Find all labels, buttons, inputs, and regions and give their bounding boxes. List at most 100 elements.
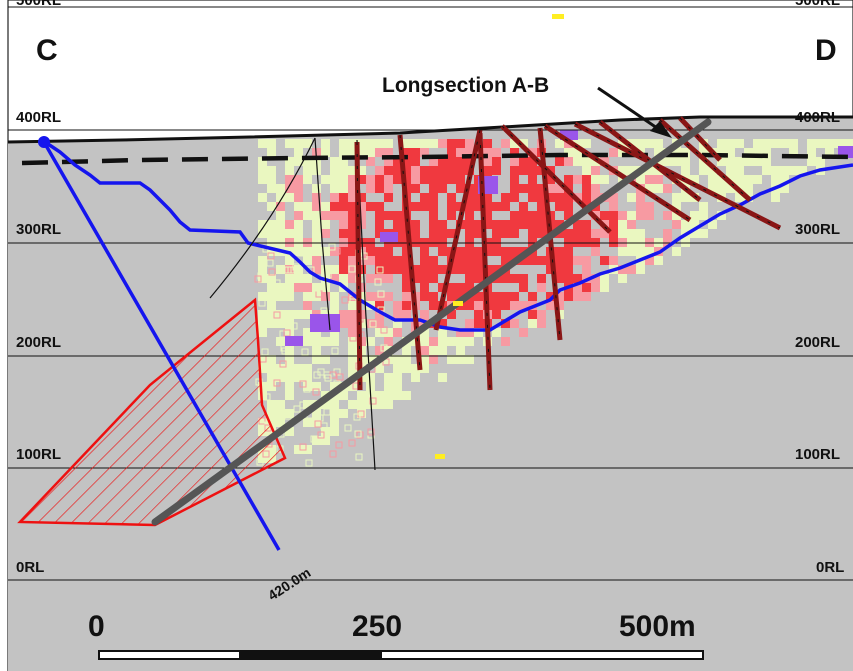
grade-block <box>420 283 429 292</box>
grade-block <box>510 220 519 229</box>
grade-block <box>393 175 402 184</box>
grade-block <box>375 229 384 238</box>
grade-block <box>528 193 537 202</box>
grade-block-outline <box>341 296 349 304</box>
grade-block <box>375 256 384 265</box>
grade-block <box>546 265 555 274</box>
grade-block <box>276 220 285 229</box>
grade-block <box>708 166 717 175</box>
grade-block <box>744 175 753 184</box>
drill-hole-ticks <box>435 129 481 331</box>
grade-block-outline <box>273 379 281 387</box>
grade-block <box>456 355 465 364</box>
grade-block <box>519 157 528 166</box>
grade-block <box>276 418 285 427</box>
grade-block <box>753 139 762 148</box>
grade-block <box>303 274 312 283</box>
grade-block <box>447 292 456 301</box>
grade-block <box>267 319 276 328</box>
grade-block <box>339 274 348 283</box>
grade-block <box>402 139 411 148</box>
grade-block <box>357 265 366 274</box>
grade-block <box>582 193 591 202</box>
grade-block <box>267 166 276 175</box>
grade-block <box>456 166 465 175</box>
grade-block-outline <box>305 459 313 467</box>
grade-block <box>663 211 672 220</box>
grade-block <box>375 166 384 175</box>
grade-block <box>618 229 627 238</box>
grade-block <box>303 256 312 265</box>
grade-block <box>483 166 492 175</box>
grade-block <box>330 274 339 283</box>
grade-block <box>465 229 474 238</box>
grade-block <box>357 202 366 211</box>
grade-block <box>600 211 609 220</box>
grade-block <box>303 328 312 337</box>
grade-block <box>465 319 474 328</box>
grade-block <box>573 283 582 292</box>
grade-block <box>456 265 465 274</box>
grade-block <box>618 175 627 184</box>
grade-block <box>375 400 384 409</box>
grade-block <box>555 265 564 274</box>
grade-block <box>519 211 528 220</box>
grade-block <box>582 184 591 193</box>
grade-block <box>537 319 546 328</box>
grade-block <box>402 283 411 292</box>
grade-block <box>321 337 330 346</box>
grade-block-outline <box>310 435 318 443</box>
grade-block <box>429 220 438 229</box>
grade-block <box>429 202 438 211</box>
grade-block <box>429 256 438 265</box>
grade-block <box>483 220 492 229</box>
longsection-label: Longsection A-B <box>382 74 549 97</box>
grade-block <box>393 211 402 220</box>
grade-block <box>420 202 429 211</box>
rl-label-right: 300RL <box>795 221 840 238</box>
grade-block <box>492 229 501 238</box>
rl-label-left: 100RL <box>16 446 61 463</box>
grade-block <box>717 157 726 166</box>
grade-block <box>573 148 582 157</box>
grade-block <box>420 166 429 175</box>
grade-block <box>564 247 573 256</box>
grade-block <box>276 364 285 373</box>
grade-block-outline <box>273 311 281 319</box>
grade-block <box>618 247 627 256</box>
grade-block-outline <box>344 424 352 432</box>
grade-block <box>717 148 726 157</box>
grade-block <box>276 409 285 418</box>
grade-block-outline <box>380 344 388 352</box>
drill-hole-ticks <box>356 141 361 391</box>
grade-block <box>420 310 429 319</box>
grade-block <box>591 184 600 193</box>
grade-block <box>348 364 357 373</box>
grade-block <box>591 166 600 175</box>
grade-block <box>771 139 780 148</box>
grade-block <box>339 175 348 184</box>
grade-block <box>294 202 303 211</box>
grade-block <box>762 157 771 166</box>
grade-block <box>528 319 537 328</box>
grade-block <box>411 175 420 184</box>
grade-block-outline <box>348 439 356 447</box>
scale-label-250: 250 <box>352 610 402 643</box>
grade-block <box>627 193 636 202</box>
grade-block <box>627 211 636 220</box>
grade-block <box>375 364 384 373</box>
grade-block <box>276 202 285 211</box>
grade-block <box>330 427 339 436</box>
grade-block <box>393 166 402 175</box>
grade-block <box>303 445 312 454</box>
grade-block <box>726 139 735 148</box>
grade-block <box>789 139 798 148</box>
grade-block <box>501 193 510 202</box>
grade-block <box>447 310 456 319</box>
grade-block <box>420 265 429 274</box>
grade-block <box>528 256 537 265</box>
grade-block <box>420 175 429 184</box>
grade-block <box>564 193 573 202</box>
grade-block <box>690 229 699 238</box>
